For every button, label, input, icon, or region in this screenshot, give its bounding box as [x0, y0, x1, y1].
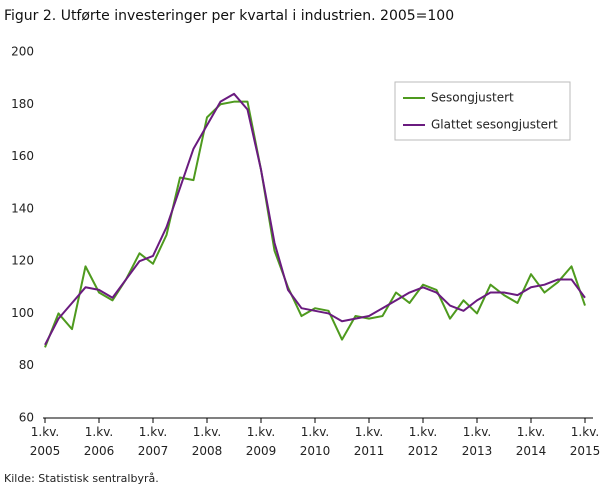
y-tick-label: 140 [11, 201, 34, 215]
series-line [44, 100, 586, 348]
legend-label: Sesongjustert [431, 91, 514, 105]
legend-box [394, 81, 571, 141]
x-tick-label: 1.kv. 2009 [245, 425, 277, 458]
x-tick-label: 1.kv. 2005 [29, 425, 61, 458]
x-tick-label: 1.kv. 2007 [137, 425, 169, 458]
y-tick-label: 100 [11, 306, 34, 320]
x-tick-label: 1.kv. 2011 [353, 425, 385, 458]
x-tick-label: 1.kv. 2012 [407, 425, 439, 458]
x-tick-label: 1.kv. 2006 [83, 425, 115, 458]
legend-label: Glattet sesongjustert [431, 118, 558, 132]
y-tick-label: 60 [19, 411, 34, 425]
x-tick-label: 1.kv. 2015 [569, 425, 601, 458]
x-tick-label: 1.kv. 2010 [299, 425, 331, 458]
y-tick-label: 160 [11, 149, 34, 163]
x-tick-label: 1.kv. 2014 [515, 425, 547, 458]
chart-title: Figur 2. Utførte investeringer per kvart… [4, 8, 455, 24]
y-tick-label: 80 [19, 358, 34, 372]
source: Kilde: Statistisk sentralbyrå. [4, 472, 159, 485]
series-line [44, 92, 586, 346]
x-tick-label: 1.kv. 2013 [461, 425, 493, 458]
x-tick-label: 1.kv. 2008 [191, 425, 223, 458]
y-tick-label: 180 [11, 97, 34, 111]
y-tick-label: 200 [11, 45, 34, 59]
y-tick-label: 120 [11, 254, 34, 268]
